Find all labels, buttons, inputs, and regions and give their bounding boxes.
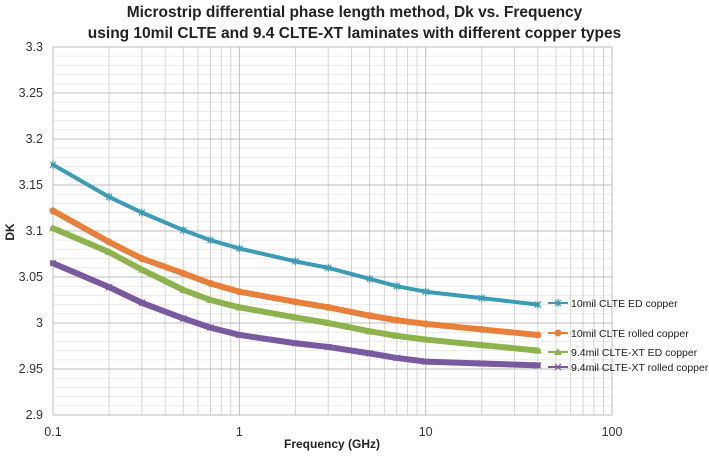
data-point [105, 248, 114, 256]
data-point [554, 348, 562, 355]
data-point [105, 238, 113, 246]
data-point [366, 274, 373, 283]
legend-item: 10mil CLTE ED copper [548, 298, 678, 310]
y-tick-label: 3.2 [26, 132, 43, 146]
legend-item: 9.4mil CLTE-XT ED copper [548, 347, 698, 359]
data-point [235, 288, 243, 296]
data-point [137, 265, 146, 273]
data-point [138, 255, 146, 263]
data-point [422, 358, 430, 366]
data-point [324, 343, 332, 351]
data-point [207, 324, 214, 332]
data-point [49, 160, 57, 169]
data-point [477, 341, 486, 349]
data-point [179, 269, 187, 277]
data-point [207, 236, 214, 245]
data-point [324, 263, 332, 272]
data-point [291, 313, 300, 321]
data-point [179, 285, 188, 293]
data-point [291, 298, 299, 306]
data-point [138, 299, 146, 307]
y-tick-label: 3.15 [19, 178, 43, 192]
y-tick-label: 3.05 [19, 270, 43, 284]
data-point [324, 303, 332, 311]
data-point [366, 349, 374, 357]
data-point [105, 283, 113, 291]
data-point [206, 296, 215, 303]
x-axis-label: Frequency (GHz) [284, 437, 380, 451]
data-point [554, 329, 562, 337]
series-layer [49, 160, 542, 369]
chart-title-line2: using 10mil CLTE and 9.4 CLTE-XT laminat… [87, 25, 622, 42]
data-point [534, 300, 542, 309]
data-point [49, 259, 57, 267]
data-point [235, 303, 244, 311]
data-point [291, 339, 299, 347]
data-point [235, 331, 243, 339]
data-point [324, 319, 333, 326]
data-point [393, 316, 401, 324]
y-tick-label: 2.9 [26, 408, 43, 422]
data-point [421, 335, 430, 343]
y-tick-label: 3.1 [26, 224, 43, 238]
y-tick-label: 2.95 [19, 362, 43, 376]
data-point [105, 192, 113, 201]
y-tick-label: 3 [36, 316, 43, 330]
data-point [179, 314, 187, 322]
data-point [365, 327, 374, 335]
series-4 [49, 259, 542, 369]
data-point [392, 331, 401, 339]
legend-label: 9.4mil CLTE-XT ED copper [571, 347, 698, 359]
series-3 [49, 224, 542, 354]
grid [52, 46, 613, 416]
legend-label: 10mil CLTE rolled copper [571, 328, 689, 340]
legend-label: 10mil CLTE ED copper [571, 298, 678, 310]
data-point [534, 361, 542, 369]
data-point [206, 279, 214, 287]
chart-title-line1: Microstrip differential phase length met… [126, 4, 583, 21]
x-tick-label: 100 [602, 425, 623, 439]
data-point [478, 325, 486, 333]
data-point [393, 354, 401, 362]
x-tick-label: 10 [419, 425, 433, 439]
data-point [49, 224, 57, 232]
legend-item: 9.4mil CLTE-XT rolled copper [548, 362, 709, 374]
legend: 10mil CLTE ED copper 10mil CLTE rolled co… [548, 298, 709, 374]
data-point [478, 360, 486, 367]
data-point [366, 312, 374, 320]
x-tick-label: 0.1 [44, 425, 61, 439]
data-point [49, 207, 57, 215]
series-2 [49, 207, 542, 339]
legend-item: 10mil CLTE rolled copper [548, 328, 689, 340]
data-point [393, 282, 401, 291]
x-ticks: 0.1 1 10 100 [44, 425, 622, 439]
data-point [554, 299, 562, 307]
data-point [554, 363, 562, 371]
data-point [534, 331, 542, 339]
data-point [179, 226, 187, 235]
y-tick-label: 3.3 [26, 40, 43, 54]
y-axis-label: DK [3, 223, 17, 241]
y-tick-label: 3.25 [19, 86, 43, 100]
y-ticks: 2.9 2.95 3 3.05 3.1 3.15 3.2 3.25 3.3 [19, 40, 43, 422]
x-tick-label: 1 [236, 425, 243, 439]
data-point [235, 244, 243, 253]
data-point [292, 257, 299, 266]
legend-label: 9.4mil CLTE-XT rolled copper [571, 362, 709, 374]
data-point [422, 287, 430, 296]
series-1 [49, 160, 542, 309]
data-point [478, 294, 486, 303]
data-point [533, 346, 542, 354]
data-point [422, 320, 430, 328]
data-point [138, 208, 146, 217]
